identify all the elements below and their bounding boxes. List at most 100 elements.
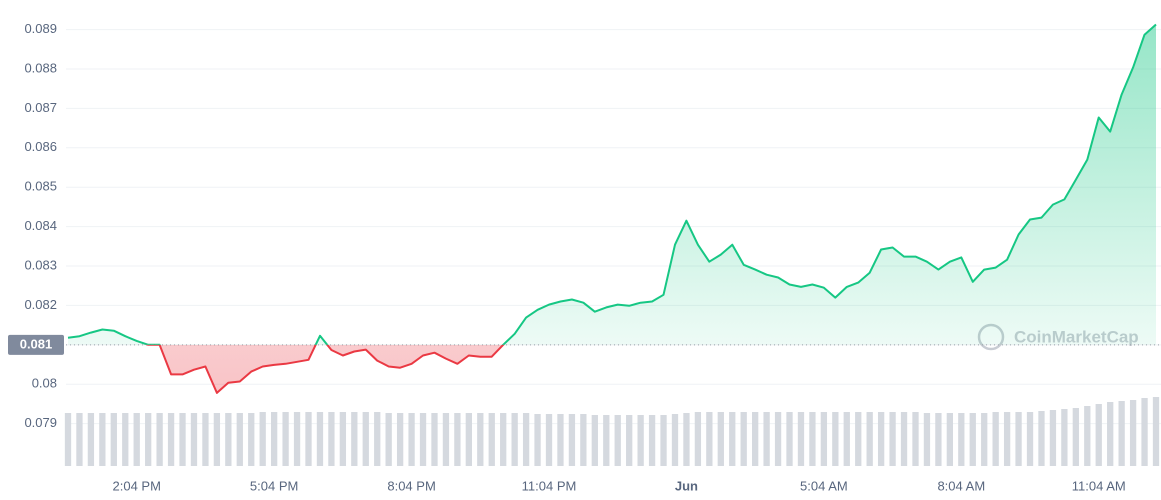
volume-bar bbox=[637, 415, 644, 466]
volume-bar bbox=[87, 413, 95, 466]
volume-bar bbox=[671, 414, 679, 466]
y-tick-label: 0.083 bbox=[24, 257, 57, 272]
volume-bar bbox=[488, 413, 495, 466]
volume-bar bbox=[305, 412, 312, 466]
price-line-up bbox=[67, 23, 1157, 345]
baseline-label: 0.081 bbox=[20, 336, 53, 351]
volume-bar bbox=[752, 412, 759, 466]
volume-bar bbox=[626, 415, 633, 466]
volume-bar bbox=[717, 412, 724, 466]
baseline-label-box bbox=[8, 334, 64, 355]
volume-bar bbox=[832, 412, 839, 466]
volume-bar bbox=[225, 413, 232, 466]
volume-bar bbox=[740, 412, 747, 466]
volume-bar bbox=[419, 413, 427, 466]
volume-bar bbox=[534, 414, 541, 466]
volume-bar bbox=[1152, 397, 1160, 466]
x-tick-label: 8:04 AM bbox=[937, 478, 985, 493]
y-tick-label: 0.082 bbox=[24, 297, 57, 312]
volume-bar bbox=[969, 413, 976, 466]
volume-bar bbox=[511, 413, 518, 466]
y-tick-label: 0.088 bbox=[24, 60, 57, 75]
volume-bar bbox=[522, 413, 530, 466]
volume-bar bbox=[820, 412, 828, 466]
volume-bar bbox=[1095, 404, 1102, 466]
y-tick-label: 0.086 bbox=[24, 139, 57, 154]
volume-bar bbox=[706, 412, 713, 466]
y-tick-label: 0.08 bbox=[32, 376, 57, 391]
volume-bar bbox=[1107, 402, 1114, 466]
volume-bar bbox=[465, 413, 472, 466]
volume-bar bbox=[477, 413, 484, 466]
volume-bar bbox=[1141, 398, 1148, 466]
volume-bar bbox=[282, 412, 289, 466]
volume-bar bbox=[958, 413, 965, 466]
area-up bbox=[68, 24, 1156, 345]
volume-bar bbox=[912, 412, 919, 466]
volume-bar bbox=[1118, 401, 1125, 466]
volume-bar bbox=[923, 413, 931, 466]
volume-bar bbox=[1049, 410, 1057, 466]
volume-bar bbox=[133, 413, 140, 466]
volume-bar bbox=[431, 413, 438, 466]
volume-bar bbox=[122, 413, 129, 466]
volume-bar bbox=[213, 413, 221, 466]
volume-bar bbox=[316, 412, 324, 466]
y-tick-label: 0.089 bbox=[24, 21, 57, 36]
volume-bar bbox=[763, 412, 770, 466]
volume-bar bbox=[843, 412, 850, 466]
volume-bar bbox=[694, 412, 702, 466]
volume-bar bbox=[1038, 411, 1045, 466]
volume-bar bbox=[202, 413, 209, 466]
volume-bar bbox=[179, 413, 186, 466]
volume-bar bbox=[362, 412, 369, 466]
x-tick-label: 2:04 PM bbox=[113, 478, 161, 493]
volume-bar bbox=[774, 412, 782, 466]
volume-bar bbox=[145, 413, 152, 466]
volume-bar bbox=[190, 413, 198, 466]
volume-bar bbox=[866, 412, 873, 466]
volume-bar bbox=[259, 412, 266, 466]
volume-bar bbox=[981, 413, 988, 466]
volume-bar bbox=[1061, 409, 1068, 466]
volume-bar bbox=[580, 414, 587, 466]
volume-bar bbox=[167, 413, 175, 466]
volume-bar bbox=[1015, 412, 1022, 466]
volume-bar bbox=[648, 415, 656, 466]
y-tick-label: 0.079 bbox=[24, 415, 57, 430]
volume-bar bbox=[156, 413, 163, 466]
volume-bar bbox=[454, 413, 461, 466]
volume-bar bbox=[236, 413, 243, 466]
y-tick-label: 0.087 bbox=[24, 100, 57, 115]
x-tick-label: 8:04 PM bbox=[387, 478, 435, 493]
volume-bar bbox=[1129, 400, 1137, 466]
volume-bar bbox=[64, 413, 72, 466]
x-tick-label: 11:04 AM bbox=[1072, 478, 1126, 493]
x-tick-label: Jun bbox=[675, 478, 698, 493]
x-tick-label: 5:04 PM bbox=[250, 478, 298, 493]
x-tick-label: 11:04 PM bbox=[522, 478, 577, 493]
area-down bbox=[159, 344, 504, 393]
x-tick-label: 5:04 AM bbox=[800, 478, 848, 493]
volume-bar bbox=[889, 412, 896, 466]
volume-bar bbox=[351, 412, 358, 466]
volume-bar bbox=[1003, 412, 1011, 466]
volume-bar bbox=[683, 413, 690, 466]
volume-bar bbox=[992, 412, 999, 466]
volume-bar bbox=[99, 413, 106, 466]
volume-bar bbox=[385, 413, 392, 466]
volume-bar bbox=[729, 412, 736, 466]
volume-bar bbox=[935, 413, 942, 466]
volume-bar bbox=[1026, 412, 1034, 466]
volume-bar bbox=[328, 412, 335, 466]
volume-bar bbox=[877, 412, 885, 466]
volume-bar bbox=[900, 412, 908, 466]
volume-bar bbox=[855, 412, 862, 466]
volume-bar bbox=[339, 412, 347, 466]
volume-bar bbox=[110, 413, 117, 466]
volume-bar bbox=[374, 412, 381, 466]
volume-bar bbox=[270, 412, 278, 466]
volume-bar bbox=[557, 414, 564, 466]
volume-bar bbox=[1072, 408, 1079, 466]
